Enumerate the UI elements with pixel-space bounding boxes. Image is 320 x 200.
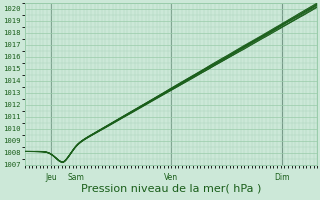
Text: Jeu: Jeu — [45, 173, 57, 182]
X-axis label: Pression niveau de la mer( hPa ): Pression niveau de la mer( hPa ) — [81, 183, 261, 193]
Text: Dim: Dim — [275, 173, 290, 182]
Text: Ven: Ven — [164, 173, 178, 182]
Text: Sam: Sam — [68, 173, 85, 182]
